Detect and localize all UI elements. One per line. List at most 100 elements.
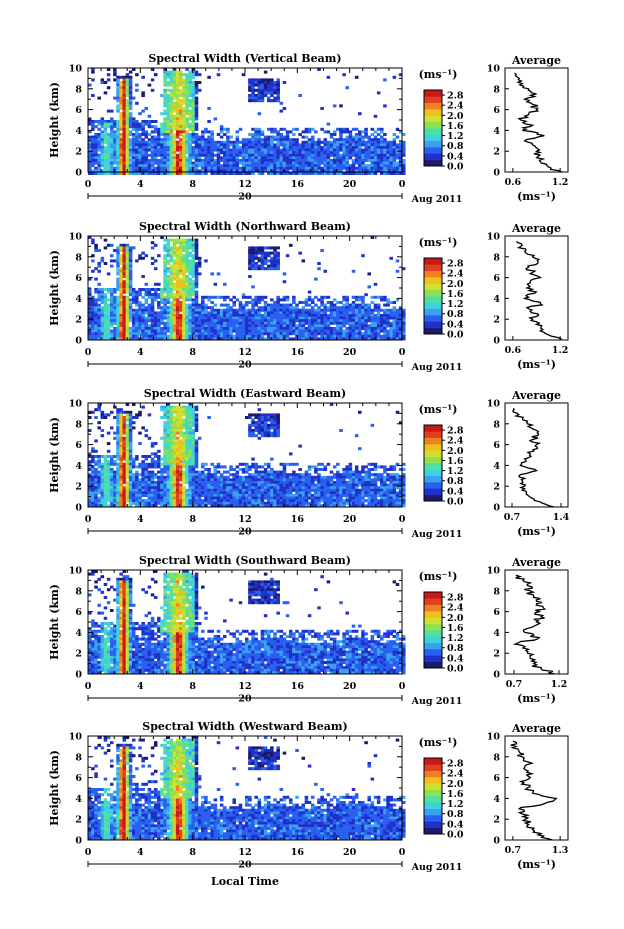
heatmap-cell: [144, 465, 149, 469]
heatmap-cell: [260, 91, 265, 95]
heatmap-cell: [188, 241, 193, 245]
heatmap-cell: [113, 491, 117, 495]
heatmap-cell: [179, 264, 183, 268]
heatmap-cell: [345, 306, 350, 310]
heatmap-cell: [91, 410, 95, 414]
heatmap-cell: [128, 101, 133, 105]
heatmap-cell: [160, 314, 164, 317]
heatmap-cell: [188, 334, 193, 338]
heatmap-cell: [226, 151, 230, 155]
heatmap-cell: [94, 327, 98, 330]
heatmap-cell: [88, 288, 92, 291]
heatmap-cell: [172, 153, 177, 157]
heatmap-cell: [194, 112, 199, 116]
heatmap-cell: [358, 112, 362, 116]
heatmap-cell: [254, 133, 258, 136]
heatmap-cell: [106, 470, 111, 474]
heatmap-cell: [94, 277, 98, 281]
heatmap-cell: [270, 324, 274, 328]
heatmap-cell: [238, 329, 243, 333]
heatmap-cell: [282, 329, 287, 333]
heatmap-cell: [260, 88, 265, 92]
heatmap-cell: [157, 486, 161, 490]
heatmap-cell: [91, 488, 95, 492]
heatmap-cell: [201, 329, 205, 333]
heatmap-cell: [336, 143, 340, 147]
heatmap-cell: [229, 319, 233, 323]
heatmap-cell: [103, 460, 108, 464]
heatmap-cell: [103, 91, 108, 95]
heatmap-cell: [219, 130, 224, 134]
heatmap-cell: [185, 249, 189, 252]
heatmap-cell: [194, 107, 199, 110]
heatmap-cell: [257, 249, 262, 252]
heatmap-cell: [179, 249, 183, 252]
heatmap-cell: [332, 319, 337, 323]
heatmap-cell: [226, 146, 230, 149]
heatmap-cell: [119, 166, 123, 170]
heatmap-cell: [241, 148, 246, 152]
heatmap-cell: [392, 143, 397, 147]
heatmap-cell: [263, 70, 268, 74]
heatmap-cell: [204, 329, 208, 333]
heatmap-cell: [131, 491, 136, 495]
heatmap-cell: [163, 117, 167, 121]
heatmap-cell: [113, 478, 117, 482]
heatmap-cell: [188, 156, 193, 160]
heatmap-cell: [138, 143, 142, 147]
heatmap-cell: [320, 301, 324, 304]
heatmap-cell: [94, 486, 98, 490]
heatmap-cell: [131, 295, 136, 299]
heatmap-cell: [301, 327, 306, 330]
heatmap-cell: [169, 125, 174, 129]
heatmap-cell: [116, 254, 120, 258]
heatmap-cell: [125, 120, 130, 123]
heatmap-cell: [153, 267, 158, 271]
heatmap-cell: [194, 254, 199, 258]
heatmap-cell: [336, 164, 340, 168]
heatmap-cell: [223, 172, 227, 175]
heatmap-cell: [182, 169, 186, 173]
heatmap-cell: [270, 146, 274, 149]
heatmap-cell: [88, 166, 92, 170]
heatmap-cell: [332, 321, 337, 325]
heatmap-cell: [248, 295, 252, 299]
heatmap-cell: [295, 329, 299, 333]
heatmap-cell: [329, 146, 334, 149]
heatmap-cell: [150, 308, 155, 312]
heatmap-cell: [175, 109, 180, 113]
heatmap-cell: [232, 146, 236, 149]
heatmap-cell: [260, 86, 265, 90]
heatmap-cell: [197, 140, 202, 144]
heatmap-cell: [229, 166, 233, 170]
heatmap-cell: [169, 316, 174, 320]
heatmap-cell: [172, 75, 177, 79]
heatmap-cell: [119, 444, 123, 448]
heatmap-cell: [135, 301, 139, 304]
heatmap-cell: [88, 327, 92, 330]
heatmap-cell: [364, 169, 368, 173]
heatmap-cell: [320, 332, 324, 336]
heatmap-cell: [336, 301, 340, 304]
heatmap-cell: [179, 282, 183, 286]
heatmap-cell: [314, 159, 318, 162]
heatmap-cell: [141, 494, 145, 497]
heatmap-cell: [106, 431, 111, 435]
heatmap-cell: [113, 78, 117, 82]
heatmap-cell: [342, 316, 346, 320]
heatmap-cell: [188, 172, 193, 175]
heatmap-cell: [179, 267, 183, 271]
heatmap-cell: [219, 311, 224, 315]
heatmap-cell: [213, 172, 218, 175]
avg-x-tick-label: 0.6: [505, 345, 522, 356]
heatmap-cell: [103, 135, 108, 139]
heatmap-cell: [169, 104, 174, 108]
heatmap-cell: [135, 303, 139, 307]
heatmap-cell: [260, 314, 265, 317]
heatmap-cell: [185, 68, 189, 71]
heatmap-cell: [119, 452, 123, 456]
heatmap-cell: [175, 332, 180, 336]
heatmap-cell: [304, 159, 309, 162]
heatmap-cell: [138, 481, 142, 484]
heatmap-cell: [109, 486, 114, 490]
